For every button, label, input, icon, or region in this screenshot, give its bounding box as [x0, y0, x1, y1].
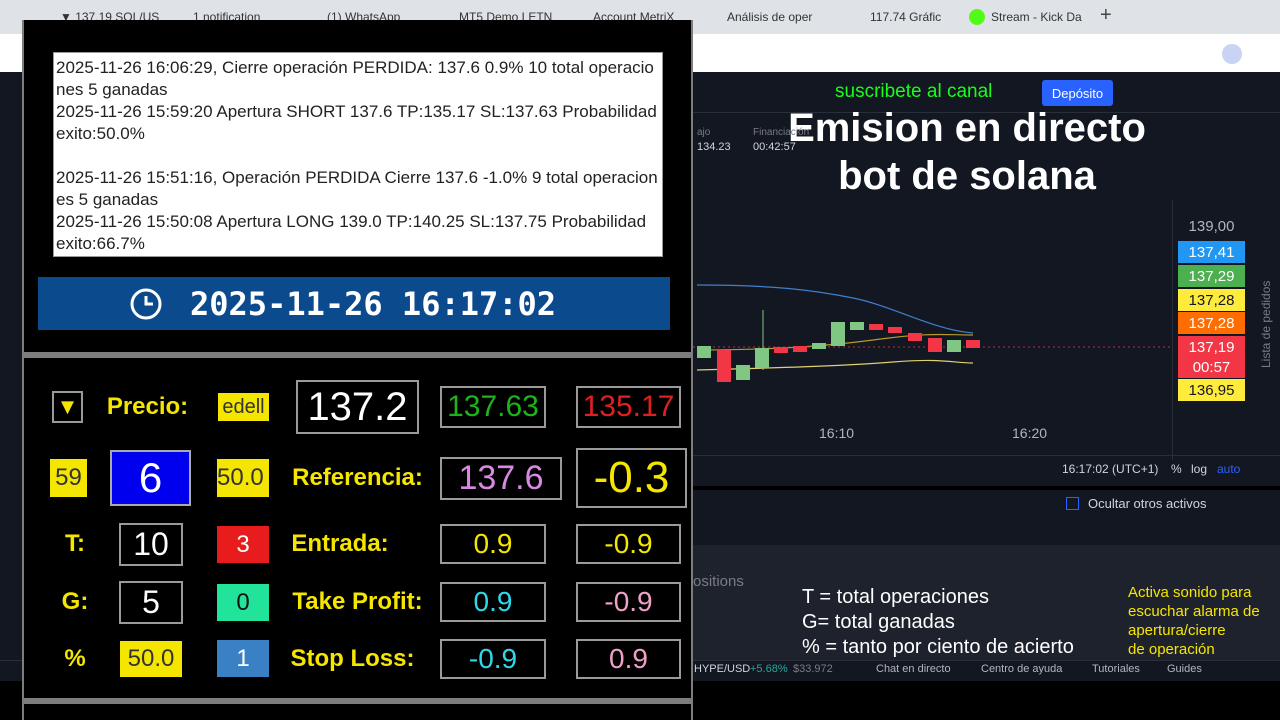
- sl-short: 0.9: [576, 639, 681, 679]
- legend-line: % = tanto por ciento de acierto: [802, 636, 1074, 658]
- stat-value: 134.23: [697, 141, 731, 153]
- field: 50.0: [217, 459, 269, 497]
- ticker[interactable]: HYPE/USD: [694, 663, 751, 675]
- time-label: 16:20: [1012, 425, 1048, 441]
- sound-note: escuchar alarma de: [1128, 603, 1260, 620]
- legend-line: G= total ganadas: [802, 611, 955, 633]
- scale-option[interactable]: %: [1171, 462, 1182, 476]
- stat-value: 00:42:57: [753, 141, 796, 153]
- sound-note: apertura/cierre: [1128, 622, 1226, 639]
- field: 59: [50, 459, 87, 497]
- label: Entrada:: [291, 530, 389, 557]
- stops: 1: [217, 640, 269, 677]
- checkbox[interactable]: [1066, 497, 1079, 510]
- tab[interactable]: Stream - Kick Da: [991, 10, 1082, 24]
- new-tab[interactable]: +: [1100, 4, 1112, 26]
- scale-divider: [1172, 200, 1173, 460]
- difference: -0.3: [576, 448, 687, 508]
- price-label: 139,00: [1188, 217, 1235, 235]
- tp-short: -0.9: [576, 582, 681, 622]
- tp-long: 0.9: [440, 582, 546, 622]
- price-label: 137,28: [1178, 289, 1245, 311]
- price-label: 137,29: [1178, 265, 1245, 287]
- positions-panel: [693, 545, 1280, 660]
- stat-label: ajo: [697, 127, 711, 138]
- signal: 6: [110, 450, 191, 506]
- divider: [693, 455, 1280, 456]
- direction: ▼: [52, 391, 83, 423]
- label: Referencia:: [292, 464, 423, 491]
- ticker-change: +5.68%: [750, 663, 788, 675]
- label: Precio:: [106, 393, 189, 420]
- sl-long: -0.9: [440, 639, 546, 679]
- clock: 2025-11-26 16:17:02: [190, 285, 557, 323]
- clock-bar: [38, 277, 670, 330]
- losses: 3: [217, 526, 269, 563]
- stream-title: Emision en directo: [788, 106, 1146, 150]
- win-rate: 50.0: [120, 641, 182, 677]
- log-line: 2025-11-26 15:59:20 Apertura SHORT 137.6…: [56, 102, 657, 143]
- stop-loss: 135.17: [576, 386, 681, 428]
- legend-line: T = total operaciones: [802, 586, 989, 608]
- price-label: 137,19: [1178, 336, 1245, 358]
- label: %: [64, 645, 86, 672]
- stat-label: Financiación: [753, 127, 810, 138]
- status-link[interactable]: Centro de ayuda: [981, 663, 1063, 675]
- log-line: 2025-11-26 16:06:29, Cierre operación PE…: [56, 58, 654, 99]
- status-link[interactable]: Tutoriales: [1092, 663, 1140, 675]
- hide-assets[interactable]: Ocultar otros activos: [1088, 496, 1207, 511]
- log-line: 2025-11-26 15:51:16, Operación PERDIDA C…: [56, 168, 658, 209]
- deposit-button[interactable]: Depósito: [1042, 80, 1113, 106]
- ticker-price: $33.972: [793, 663, 833, 675]
- promo: suscribete al canal: [835, 81, 993, 102]
- label: T:: [65, 530, 85, 557]
- wins: 0: [217, 584, 269, 621]
- log-line: 2025-11-26 15:50:08 Apertura LONG 139.0 …: [56, 212, 647, 253]
- total: 10: [119, 523, 183, 566]
- log-box: 2025-11-26 16:06:29, Cierre operación PE…: [53, 52, 663, 257]
- sound-note: Activa sonido para: [1128, 584, 1252, 601]
- entry-short: -0.9: [576, 524, 681, 564]
- field: edell: [218, 393, 269, 421]
- divider: [693, 112, 1280, 113]
- separator: [22, 352, 693, 358]
- price-chart: [693, 284, 1173, 382]
- sound-note: de operación: [1128, 641, 1215, 658]
- reference: 137.6: [440, 457, 562, 500]
- label: Stop Loss:: [290, 645, 415, 672]
- take-profit: 137.63: [440, 386, 546, 428]
- time-label: 16:10: [819, 425, 855, 441]
- status-link[interactable]: Chat en directo: [876, 663, 951, 675]
- label: G:: [61, 588, 89, 615]
- price-label: 137,28: [1178, 312, 1245, 334]
- label: Take Profit:: [292, 588, 423, 615]
- stream-title: bot de solana: [838, 154, 1096, 198]
- won: 5: [119, 581, 183, 624]
- countdown: 00:57: [1178, 356, 1245, 378]
- divider: [693, 486, 1280, 490]
- profile[interactable]: [1222, 44, 1242, 64]
- entry-long: 0.9: [440, 524, 546, 564]
- tab[interactable]: 117.74 Gráfic: [870, 10, 942, 24]
- price: 137.2: [296, 380, 419, 434]
- scale-option[interactable]: log: [1191, 462, 1208, 476]
- kick-icon: [969, 9, 985, 25]
- positions-tab[interactable]: ositions: [693, 573, 744, 590]
- scale-option[interactable]: auto: [1217, 462, 1241, 476]
- tab[interactable]: Análisis de oper: [727, 10, 813, 24]
- order-list[interactable]: Lista de pedidos: [1259, 280, 1273, 368]
- separator: [22, 698, 693, 704]
- timezone[interactable]: 16:17:02 (UTC+1): [1062, 462, 1159, 476]
- clock-icon: [130, 288, 162, 320]
- price-label: 137,41: [1178, 241, 1245, 263]
- price-label: 136,95: [1178, 379, 1245, 401]
- status-link[interactable]: Guides: [1167, 663, 1202, 675]
